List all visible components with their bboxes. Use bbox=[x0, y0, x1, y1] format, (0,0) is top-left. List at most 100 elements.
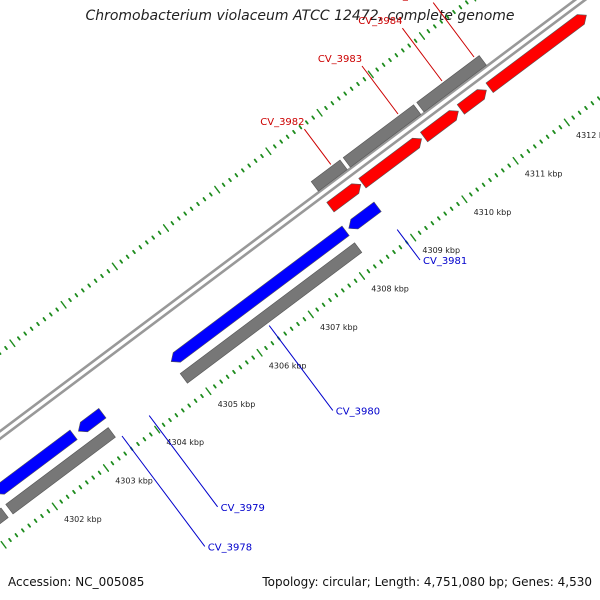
outer-tick-mark bbox=[132, 249, 136, 255]
scale-label: 4306 kbp bbox=[269, 361, 307, 370]
outer-tick-mark bbox=[265, 147, 272, 156]
outer-tick-mark bbox=[202, 197, 207, 202]
accession-text: Accession: NC_005085 bbox=[8, 575, 145, 589]
inner-tick-mark bbox=[358, 272, 366, 280]
outer-tick-mark bbox=[189, 206, 194, 211]
inner-tick-mark bbox=[545, 134, 550, 139]
inner-tick-mark bbox=[340, 288, 345, 293]
inner-tick-mark bbox=[539, 139, 543, 144]
outer-tick-mark bbox=[407, 43, 412, 48]
outer-tick-mark bbox=[125, 254, 130, 259]
outer-tick-mark bbox=[439, 19, 444, 24]
outer-tick-mark bbox=[208, 192, 213, 197]
inner-tick-mark bbox=[520, 153, 524, 159]
outer-tick-mark bbox=[279, 139, 284, 144]
gene-arrow-forward bbox=[358, 137, 422, 189]
cds-bar bbox=[5, 427, 116, 515]
inner-tick-mark bbox=[180, 408, 185, 413]
inner-tick-mark bbox=[552, 129, 556, 135]
cds-bar bbox=[416, 55, 487, 113]
inner-tick-mark bbox=[512, 156, 519, 165]
label-layer: 4302 kbp 4303 kbp 4304 kbp 4305 kbp 4306 kbp… bbox=[64, 0, 600, 553]
inner-tick-mark bbox=[347, 283, 352, 288]
outer-tick-mark bbox=[42, 317, 47, 322]
outer-tick-mark bbox=[196, 201, 200, 207]
outer-tick-mark bbox=[23, 331, 28, 336]
outer-tick-mark bbox=[298, 125, 303, 130]
inner-tick-mark bbox=[33, 518, 38, 523]
inner-tick-mark bbox=[379, 259, 384, 264]
gene-arrow-reverse bbox=[170, 225, 350, 363]
gene-label-cv-3982: CV_3982 bbox=[260, 117, 304, 128]
cds-bar bbox=[310, 159, 348, 192]
outer-tick-mark bbox=[336, 96, 341, 101]
inner-tick-mark bbox=[366, 269, 371, 274]
inner-tick-mark bbox=[398, 245, 403, 250]
outer-tick-mark bbox=[418, 32, 426, 40]
inner-tick-mark bbox=[0, 540, 7, 549]
inner-tick-mark bbox=[168, 417, 172, 423]
inner-tick-mark bbox=[78, 485, 83, 490]
inner-tick-mark bbox=[468, 192, 473, 197]
outer-tick-mark bbox=[119, 259, 123, 264]
gene-leader-line bbox=[268, 325, 334, 411]
inner-tick-mark bbox=[296, 321, 300, 327]
inner-tick-mark bbox=[238, 365, 243, 370]
inner-tick-mark bbox=[251, 355, 256, 360]
inner-tick-mark bbox=[597, 96, 600, 101]
inner-tick-mark bbox=[436, 216, 441, 221]
inner-tick-mark bbox=[20, 528, 25, 533]
inner-tick-mark bbox=[174, 413, 179, 418]
outer-tick-mark bbox=[356, 81, 360, 87]
inner-tick-mark bbox=[117, 456, 121, 461]
inner-tick-mark bbox=[219, 379, 224, 384]
outer-tick-mark bbox=[49, 312, 53, 317]
inner-tick-mark bbox=[507, 163, 512, 168]
inner-tick-mark bbox=[461, 195, 468, 204]
outer-tick-mark bbox=[324, 105, 328, 111]
outer-tick-mark bbox=[292, 129, 296, 135]
inner-tick-mark bbox=[321, 302, 326, 307]
outer-tick-mark bbox=[349, 86, 354, 91]
gene-arrow-forward bbox=[326, 183, 362, 213]
inner-tick-mark bbox=[424, 225, 428, 231]
inner-tick-mark bbox=[443, 211, 448, 216]
inner-tick-mark bbox=[85, 480, 89, 485]
gene-label-cv-3981: CV_3981 bbox=[423, 256, 467, 267]
gene-leader-line bbox=[396, 229, 421, 261]
outer-tick-mark bbox=[176, 216, 181, 221]
inner-tick-mark bbox=[212, 384, 217, 389]
backbone-line bbox=[0, 0, 578, 433]
scale-label: 4308 kbp bbox=[371, 285, 409, 294]
inner-tick-mark bbox=[417, 230, 422, 235]
inner-tick-mark bbox=[475, 187, 480, 192]
cds-bar bbox=[0, 507, 9, 525]
outer-tick-mark bbox=[432, 24, 437, 29]
outer-tick-mark bbox=[375, 67, 380, 72]
inner-tick-mark bbox=[102, 464, 110, 472]
outer-tick-mark bbox=[367, 70, 374, 79]
gene-arrow-reverse bbox=[348, 201, 382, 230]
outer-tick-mark bbox=[234, 173, 239, 178]
outer-tick-mark bbox=[0, 351, 2, 355]
inner-tick-mark bbox=[148, 432, 153, 437]
inner-tick-mark bbox=[577, 110, 582, 115]
inner-tick-mark bbox=[110, 461, 115, 466]
inner-tick-mark bbox=[526, 149, 531, 154]
scale-label: 4302 kbp bbox=[64, 515, 102, 524]
outer-tick-mark bbox=[60, 300, 67, 309]
outer-tick-mark bbox=[445, 14, 450, 19]
outer-tick-mark bbox=[100, 273, 104, 279]
scale-label: 4307 kbp bbox=[320, 323, 358, 332]
outer-tick-mark bbox=[162, 224, 170, 232]
inner-tick-mark bbox=[328, 297, 332, 303]
outer-tick-mark bbox=[330, 101, 335, 106]
outer-tick-mark bbox=[138, 245, 143, 250]
outer-tick-mark bbox=[394, 53, 399, 58]
inner-tick-mark bbox=[232, 369, 236, 375]
inner-tick-mark bbox=[302, 317, 307, 322]
scale-label: 4310 kbp bbox=[474, 208, 512, 217]
gene-leader-line bbox=[432, 2, 475, 58]
outer-tick-mark bbox=[381, 62, 386, 67]
gene-leader-line bbox=[121, 435, 206, 547]
